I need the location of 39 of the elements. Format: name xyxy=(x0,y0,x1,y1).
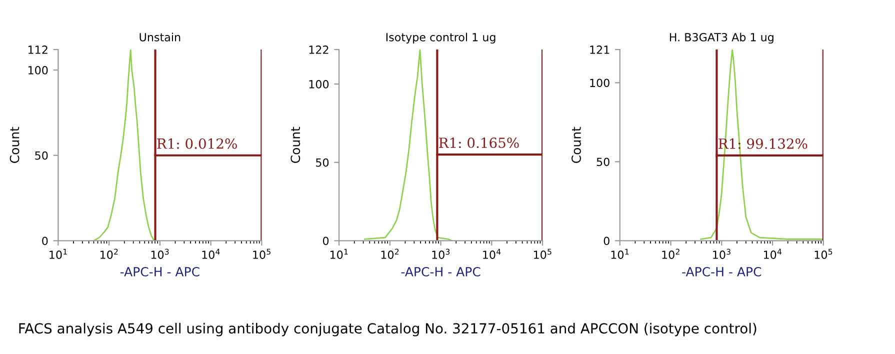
chart-title: H. B3GAT3 Ab 1 ug xyxy=(670,32,774,44)
annotation: R1: 0.012% xyxy=(157,138,237,149)
y-tick-label: 112 xyxy=(28,46,48,54)
x-tick-label: 10$^{5}$ xyxy=(814,248,832,259)
y-tick-label: 100 xyxy=(28,66,48,74)
x-tick-label: 10$^{2}$ xyxy=(662,248,680,259)
x-axis-title: -APC-H - APC xyxy=(120,266,200,276)
x-tick-label: 10$^{1}$ xyxy=(611,248,629,259)
y-tick-label: 50 xyxy=(596,158,610,166)
annotation: R1: 0.165% xyxy=(439,138,519,148)
y-axis-title: Count xyxy=(572,126,581,163)
x-tick-label: 10$^{1}$ xyxy=(330,248,348,259)
x-axis-title: -APC-H - APC xyxy=(401,266,480,276)
chart-title: Unstain xyxy=(140,32,180,42)
x-tick-label: 10$^{4}$ xyxy=(202,248,220,259)
x-tick-label: 10$^{5}$ xyxy=(534,248,552,259)
y-tick-label: 121 xyxy=(590,46,610,54)
y-axis-title: Count xyxy=(10,126,20,163)
x-tick-label: 10$^{1}$ xyxy=(50,248,67,259)
x-tick-label: 10$^{3}$ xyxy=(713,248,730,259)
chart-title: Isotype control 1 ug xyxy=(386,32,496,44)
y-tick-label: 50 xyxy=(316,158,329,167)
x-axis-title: -APC-H - APC xyxy=(682,266,762,276)
x-tick-label: 10$^{4}$ xyxy=(764,248,782,259)
y-axis-title: Count xyxy=(290,126,300,163)
y-tick-label: 0 xyxy=(604,236,610,246)
y-tick-label: 122 xyxy=(309,46,328,54)
x-tick-label: 10$^{3}$ xyxy=(432,248,450,259)
y-tick-label: 50 xyxy=(35,151,48,160)
text: FACS analysis A549 cell using antibody conjugate Catalog No. 32177-05161 and APCCON (isotype control) xyxy=(19,322,756,336)
y-tick-label: 0 xyxy=(322,236,329,246)
y-tick-label: 0 xyxy=(42,236,48,246)
x-tick-label: 10$^{4}$ xyxy=(483,248,501,259)
x-tick-label: 10$^{2}$ xyxy=(100,248,118,259)
x-tick-label: 10$^{2}$ xyxy=(381,248,399,259)
y-tick-label: 100 xyxy=(309,80,329,88)
x-tick-label: 10$^{5}$ xyxy=(253,248,270,259)
x-tick-label: 10$^{3}$ xyxy=(151,248,169,259)
y-tick-label: 100 xyxy=(590,78,610,88)
